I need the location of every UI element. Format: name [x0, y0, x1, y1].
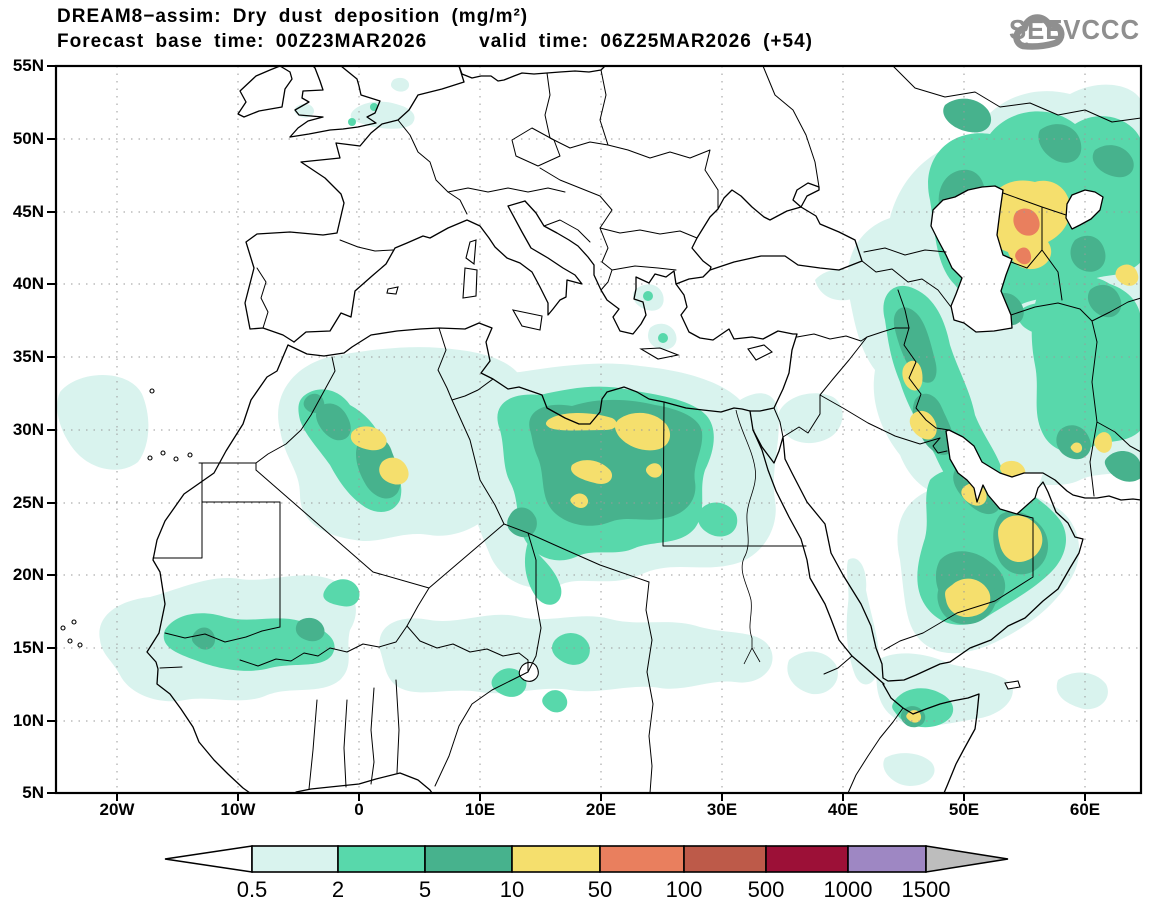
colorbar-value-0.5: 0.5 [210, 877, 294, 903]
lon-label-40E: 40E [813, 800, 873, 820]
colorbar-value-500: 500 [724, 877, 808, 903]
lat-label-40N: 40N [0, 274, 44, 294]
lon-label-30E: 30E [692, 800, 752, 820]
lon-label-20W: 20W [87, 800, 147, 820]
lat-label-5N: 5N [0, 783, 44, 803]
lon-label-60E: 60E [1055, 800, 1115, 820]
colorbar-value-50: 50 [558, 877, 642, 903]
colorbar [165, 846, 1008, 872]
colorbar-value-1000: 1000 [806, 877, 890, 903]
colorbar-value-2: 2 [296, 877, 380, 903]
lat-label-55N: 55N [0, 56, 44, 76]
dust-forecast-map-page: DREAM8−assim: Dry dust deposition (mg/m²… [0, 0, 1165, 907]
lon-label-50E: 50E [934, 800, 994, 820]
colorbar-value-100: 100 [642, 877, 726, 903]
lat-label-50N: 50N [0, 129, 44, 149]
lat-label-35N: 35N [0, 347, 44, 367]
lat-label-15N: 15N [0, 638, 44, 658]
lon-label-10W: 10W [208, 800, 268, 820]
lon-label-0: 0 [329, 800, 389, 820]
lat-label-45N: 45N [0, 202, 44, 222]
colorbar-value-5: 5 [383, 877, 467, 903]
colorbar-value-1500: 1500 [884, 877, 968, 903]
lat-label-25N: 25N [0, 493, 44, 513]
colorbar-value-10: 10 [470, 877, 554, 903]
lon-label-20E: 20E [571, 800, 631, 820]
lon-label-10E: 10E [450, 800, 510, 820]
lat-label-10N: 10N [0, 711, 44, 731]
lat-label-20N: 20N [0, 565, 44, 585]
map-canvas [0, 0, 1165, 907]
lat-label-30N: 30N [0, 420, 44, 440]
